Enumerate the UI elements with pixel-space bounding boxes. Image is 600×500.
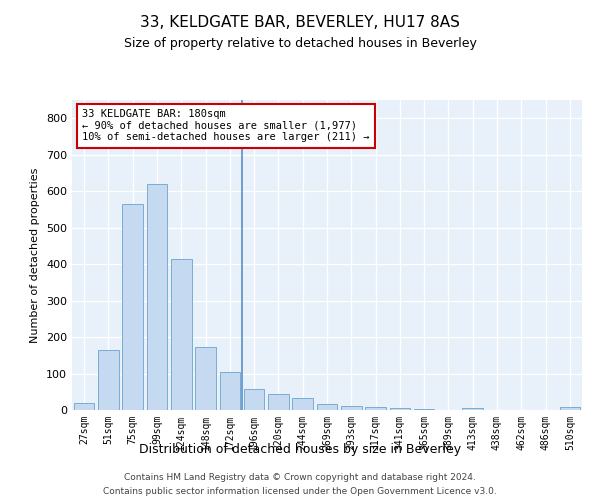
Bar [146,184,167,410]
Text: 33, KELDGATE BAR, BEVERLEY, HU17 8AS: 33, KELDGATE BAR, BEVERLEY, HU17 8AS [140,15,460,30]
Text: Distribution of detached houses by size in Beverley: Distribution of detached houses by size … [139,442,461,456]
Y-axis label: Number of detached properties: Number of detached properties [31,168,40,342]
Text: 33 KELDGATE BAR: 180sqm
← 90% of detached houses are smaller (1,977)
10% of semi: 33 KELDGATE BAR: 180sqm ← 90% of detache… [82,110,370,142]
Bar [560,408,580,410]
Text: Size of property relative to detached houses in Beverley: Size of property relative to detached ho… [124,38,476,51]
Bar [74,402,94,410]
Bar [389,408,410,410]
Bar [244,389,265,410]
Bar [317,404,337,410]
Text: Contains HM Land Registry data © Crown copyright and database right 2024.: Contains HM Land Registry data © Crown c… [124,472,476,482]
Bar [414,409,434,410]
Bar [268,394,289,410]
Bar [195,348,216,410]
Text: Contains public sector information licensed under the Open Government Licence v3: Contains public sector information licen… [103,488,497,496]
Bar [341,406,362,410]
Bar [220,372,240,410]
Bar [365,406,386,410]
Bar [98,350,119,410]
Bar [171,260,191,410]
Bar [292,398,313,410]
Bar [122,204,143,410]
Bar [463,408,483,410]
